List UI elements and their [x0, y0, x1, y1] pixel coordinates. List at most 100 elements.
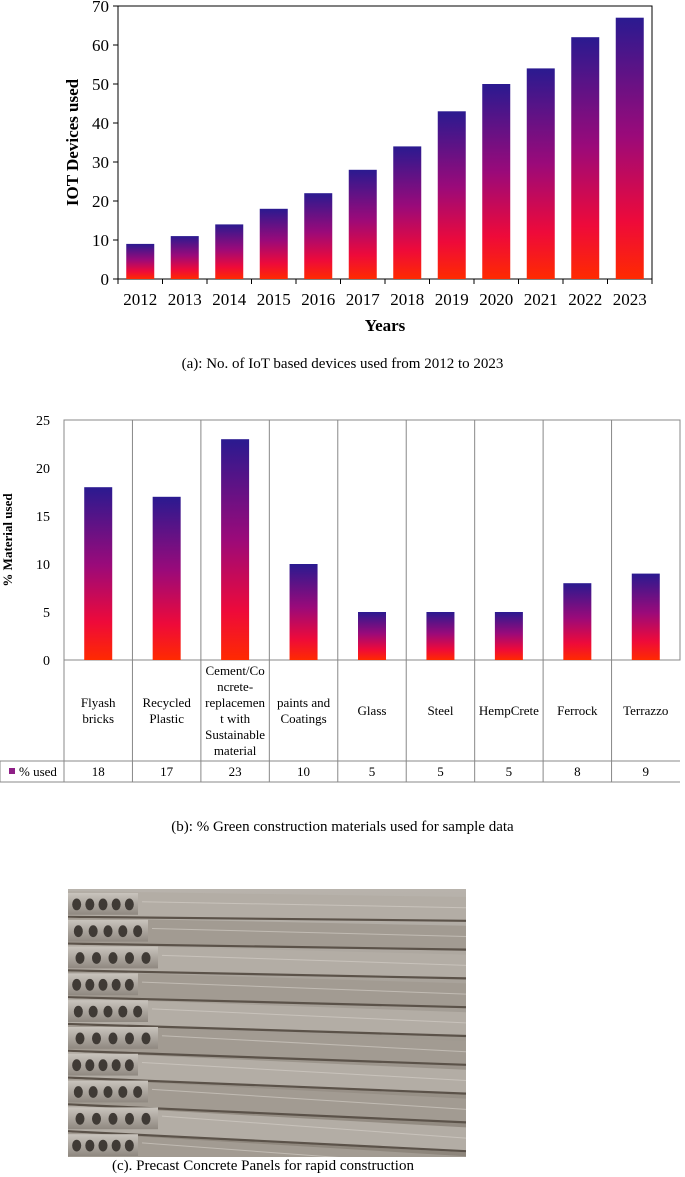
y-tick-label: 70	[92, 0, 109, 16]
table-value: 5	[506, 764, 513, 779]
slab-hole	[72, 898, 82, 911]
bar	[126, 243, 155, 279]
y-tick-label: 40	[92, 114, 109, 133]
slab-hole	[92, 952, 101, 964]
x-tick-label: 2017	[346, 290, 381, 309]
x-tick-label: 2023	[613, 290, 647, 309]
y-tick-label: 0	[101, 270, 110, 289]
table-value: 23	[229, 764, 242, 779]
slab-hole	[92, 1112, 101, 1125]
slab	[68, 1025, 466, 1066]
legend-label: % used	[19, 764, 57, 779]
x-tick-label: 2015	[257, 290, 291, 309]
category-label: Glass	[358, 703, 387, 718]
bar	[615, 17, 644, 279]
slab-hole	[88, 1086, 98, 1098]
slab-highlight	[151, 1088, 466, 1110]
bar	[289, 564, 318, 660]
slab-hole	[111, 1059, 121, 1072]
x-tick-label: 2016	[301, 290, 335, 309]
bar	[215, 224, 244, 279]
bar	[482, 84, 511, 279]
category-label: Recycled Plastic	[142, 695, 191, 726]
slab-hole	[124, 898, 134, 911]
slab-hole	[73, 1086, 83, 1098]
slab-hole	[92, 1032, 101, 1045]
category-label: Flyash bricks	[81, 695, 116, 726]
slab-hole	[118, 1086, 128, 1098]
slab-hole	[75, 1032, 85, 1045]
table-value: 9	[643, 764, 650, 779]
slab-highlight	[151, 928, 466, 938]
slab-hole	[124, 1139, 134, 1152]
slab-hole	[141, 1112, 151, 1125]
slab-hole	[141, 1032, 151, 1045]
slab-hole	[75, 1112, 85, 1125]
y-tick-label: 10	[92, 231, 109, 250]
slab-highlight	[151, 1008, 466, 1024]
slab-hole	[98, 1139, 108, 1152]
chart-a: 0 10 20 30 40 50 60 70 2012 2013 2014 2015 2016 2017 2…	[63, 0, 653, 335]
x-tick-label: 2019	[435, 290, 469, 309]
bar	[259, 208, 288, 279]
category-label: paints and Coatings	[277, 695, 331, 726]
x-tick-label: 2013	[168, 290, 202, 309]
x-tick-label: 2018	[390, 290, 424, 309]
slab-hole	[73, 1005, 83, 1018]
slab-hole	[108, 1032, 118, 1045]
bar	[152, 496, 181, 660]
slab-hole	[72, 1059, 82, 1072]
legend-key	[9, 768, 15, 774]
bar	[358, 612, 386, 660]
slab-highlight	[161, 1035, 466, 1053]
slab-hole	[108, 952, 118, 964]
table-value: 5	[437, 764, 444, 779]
slab-hole	[124, 1059, 134, 1072]
category-label: HempCrete	[479, 703, 539, 718]
slab-hole	[124, 978, 134, 991]
slab	[68, 1105, 466, 1153]
slab-hole	[85, 1059, 95, 1072]
slab-highlight	[141, 901, 466, 909]
x-tick-label: 2021	[524, 290, 558, 309]
y-tick-label: 60	[92, 36, 109, 55]
slab-joint	[68, 915, 466, 922]
bar	[571, 37, 600, 280]
y-tick-label: 0	[43, 654, 50, 669]
table-value: 18	[92, 764, 105, 779]
table-value: 17	[160, 764, 174, 779]
slab-hole	[125, 952, 134, 964]
slab-hole	[111, 898, 121, 911]
x-axis-title: Years	[365, 316, 406, 335]
slab-hole	[75, 952, 85, 964]
slab-hole	[72, 1139, 82, 1152]
y-tick-label: 15	[36, 510, 50, 525]
slab-hole	[103, 1005, 113, 1018]
slab-hole	[133, 1086, 143, 1098]
precast-panels-photo	[68, 889, 466, 1157]
caption-c: (c). Precast Concrete Panels for rapid c…	[112, 1158, 414, 1174]
caption-a: (a): No. of IoT based devices used from …	[181, 356, 504, 372]
slab-joint	[68, 1076, 466, 1095]
slab-hole	[85, 898, 95, 911]
category-label: Ferrock	[557, 703, 598, 718]
y-tick-label: 50	[92, 75, 109, 94]
category-label: Steel	[427, 703, 453, 718]
bar	[426, 612, 455, 660]
slab-hole	[98, 978, 108, 991]
slab-hole	[88, 1005, 98, 1018]
slab-hole	[85, 1139, 95, 1152]
slab-hole	[85, 978, 95, 991]
y-tick-label: 20	[36, 462, 50, 477]
x-tick-label: 2020	[479, 290, 513, 309]
chart-b-plot-area: 0 5 10 15 20 25 % Material used Flyash bricks 18 R…	[0, 414, 681, 783]
slab-hole	[133, 1005, 143, 1018]
slab-joint	[68, 1022, 466, 1038]
y-tick-label: 30	[92, 153, 109, 172]
table-value: 5	[369, 764, 376, 779]
slab-hole	[111, 978, 121, 991]
bar	[221, 439, 250, 660]
x-tick-label: 2012	[123, 290, 157, 309]
slab-hole	[118, 925, 128, 938]
slab-hole	[118, 1005, 128, 1018]
